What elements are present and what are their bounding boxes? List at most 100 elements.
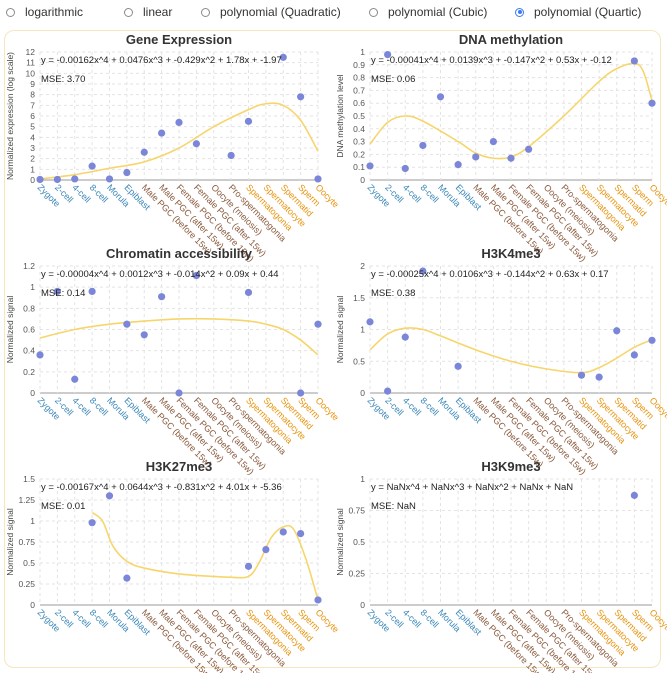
- y-tick-label: 2: [360, 261, 365, 271]
- data-point: [314, 175, 322, 183]
- radio-option-4[interactable]: polynomial (Quartic): [515, 5, 641, 19]
- mse-value: MSE: 0.01: [41, 501, 85, 512]
- x-category-label: 8-cell: [88, 395, 110, 417]
- mse-value: MSE: 0.14: [41, 288, 85, 299]
- radio-circle-icon[interactable]: [6, 7, 15, 17]
- data-point: [192, 271, 200, 280]
- y-tick-label: 0.3: [353, 137, 365, 147]
- data-point: [419, 267, 427, 275]
- radio-option-label: linear: [143, 5, 173, 19]
- y-tick-label: 10: [26, 68, 36, 78]
- data-point: [507, 154, 515, 162]
- x-category-label: 4-cell: [401, 182, 423, 204]
- data-point: [71, 375, 79, 383]
- radio-option-label: polynomial (Quadratic): [220, 5, 341, 19]
- data-point: [401, 164, 409, 173]
- radio-option-2[interactable]: polynomial (Quadratic): [201, 5, 341, 19]
- y-tick-label: 0: [30, 600, 35, 610]
- data-point: [297, 530, 305, 538]
- data-point: [454, 161, 462, 169]
- radio-option-label: logarithmic: [25, 5, 84, 19]
- radio-option-0[interactable]: logarithmic: [6, 5, 83, 19]
- chart-title: Gene Expression: [126, 32, 232, 47]
- y-tick-label: 0.75: [348, 506, 365, 516]
- data-point: [244, 117, 253, 125]
- chart-title: H3K9me3: [481, 459, 540, 474]
- y-tick-label: 0.9: [353, 60, 365, 70]
- y-axis-label: Normalized signal: [335, 508, 345, 576]
- radio-option-3[interactable]: polynomial (Cubic): [369, 5, 487, 19]
- data-point: [613, 327, 621, 335]
- data-point: [36, 351, 44, 359]
- data-point: [279, 528, 287, 536]
- y-axis-label: Normalized signal: [5, 508, 15, 576]
- data-point: [297, 93, 305, 101]
- y-tick-label: 0.6: [23, 325, 35, 335]
- data-point: [630, 57, 638, 65]
- y-tick-label: 0.4: [23, 346, 35, 356]
- y-tick-label: 0.2: [353, 149, 365, 159]
- data-point: [436, 93, 445, 101]
- y-tick-label: 6: [30, 111, 35, 121]
- x-category-label: 4-cell: [70, 182, 92, 204]
- y-tick-label: 4: [30, 132, 35, 142]
- y-tick-label: 1.25: [18, 495, 35, 505]
- data-point: [36, 175, 44, 184]
- radio-circle-icon[interactable]: [124, 7, 133, 17]
- y-tick-label: 0.7: [353, 85, 365, 95]
- mse-value: MSE: 0.06: [371, 74, 415, 85]
- data-point: [175, 118, 183, 126]
- y-tick-label: 3: [30, 143, 35, 153]
- data-point: [123, 168, 131, 177]
- data-point: [419, 141, 427, 150]
- x-category-label: 4-cell: [70, 607, 92, 629]
- radio-circle-icon[interactable]: [515, 7, 524, 17]
- data-point: [577, 371, 586, 379]
- y-tick-label: 1: [360, 325, 365, 335]
- data-point: [105, 492, 114, 500]
- x-category-label: 8-cell: [88, 607, 110, 629]
- y-tick-label: 12: [26, 47, 36, 57]
- radio-option-1[interactable]: linear: [124, 5, 172, 19]
- radio-circle-icon[interactable]: [369, 7, 378, 17]
- y-axis-label: Normalized expression (log scale): [5, 52, 15, 180]
- mse-value: MSE: 0.38: [371, 288, 415, 299]
- data-point: [158, 293, 166, 301]
- trend-line: [39, 317, 319, 356]
- y-tick-label: 7: [30, 100, 35, 110]
- regression-equation: y = -0.00167x^4 + 0.0644x^3 + -0.831x^2 …: [41, 482, 282, 493]
- data-point: [630, 351, 638, 359]
- y-tick-label: 0.6: [353, 98, 365, 108]
- y-tick-label: 8: [30, 90, 35, 100]
- y-tick-label: 9: [30, 79, 35, 89]
- data-point: [158, 129, 166, 137]
- data-point: [88, 162, 96, 170]
- y-tick-label: 1: [360, 47, 365, 57]
- data-point: [262, 545, 270, 554]
- mse-value: MSE: NaN: [371, 501, 416, 512]
- y-tick-label: 0.2: [23, 367, 35, 377]
- chart-panel-2: Chromatin accessibility 0 0.2 0.4 0.6 0.8 1 1.2…: [5, 246, 341, 477]
- data-point: [88, 519, 96, 527]
- x-category-label: 4-cell: [70, 395, 92, 417]
- data-point: [123, 320, 131, 328]
- y-tick-label: 0: [30, 388, 35, 398]
- y-tick-label: 1: [30, 282, 35, 292]
- data-point: [53, 175, 61, 184]
- y-tick-label: 0.5: [23, 558, 35, 568]
- chart-title: Chromatin accessibility: [106, 246, 253, 261]
- y-tick-label: 5: [30, 122, 35, 132]
- y-tick-label: 0.4: [353, 124, 365, 134]
- x-category-label: 4-cell: [401, 607, 423, 629]
- y-tick-label: 0.25: [18, 579, 35, 589]
- data-point: [314, 320, 322, 328]
- y-axis-label: Normalized signal: [5, 296, 15, 364]
- data-point: [595, 373, 603, 381]
- regression-equation: y = NaNx^4 + NaNx^3 + NaNx^2 + NaNx + Na…: [371, 482, 573, 493]
- regression-type-selector: logarithmic linear polynomial (Quadratic) p…: [0, 0, 667, 26]
- y-tick-label: 11: [26, 58, 35, 68]
- y-axis-label: Normalized signal: [335, 296, 345, 364]
- radio-circle-icon[interactable]: [201, 7, 210, 17]
- regression-equation: y = -0.00004x^4 + 0.0012x^3 + -0.014x^2 …: [41, 269, 279, 280]
